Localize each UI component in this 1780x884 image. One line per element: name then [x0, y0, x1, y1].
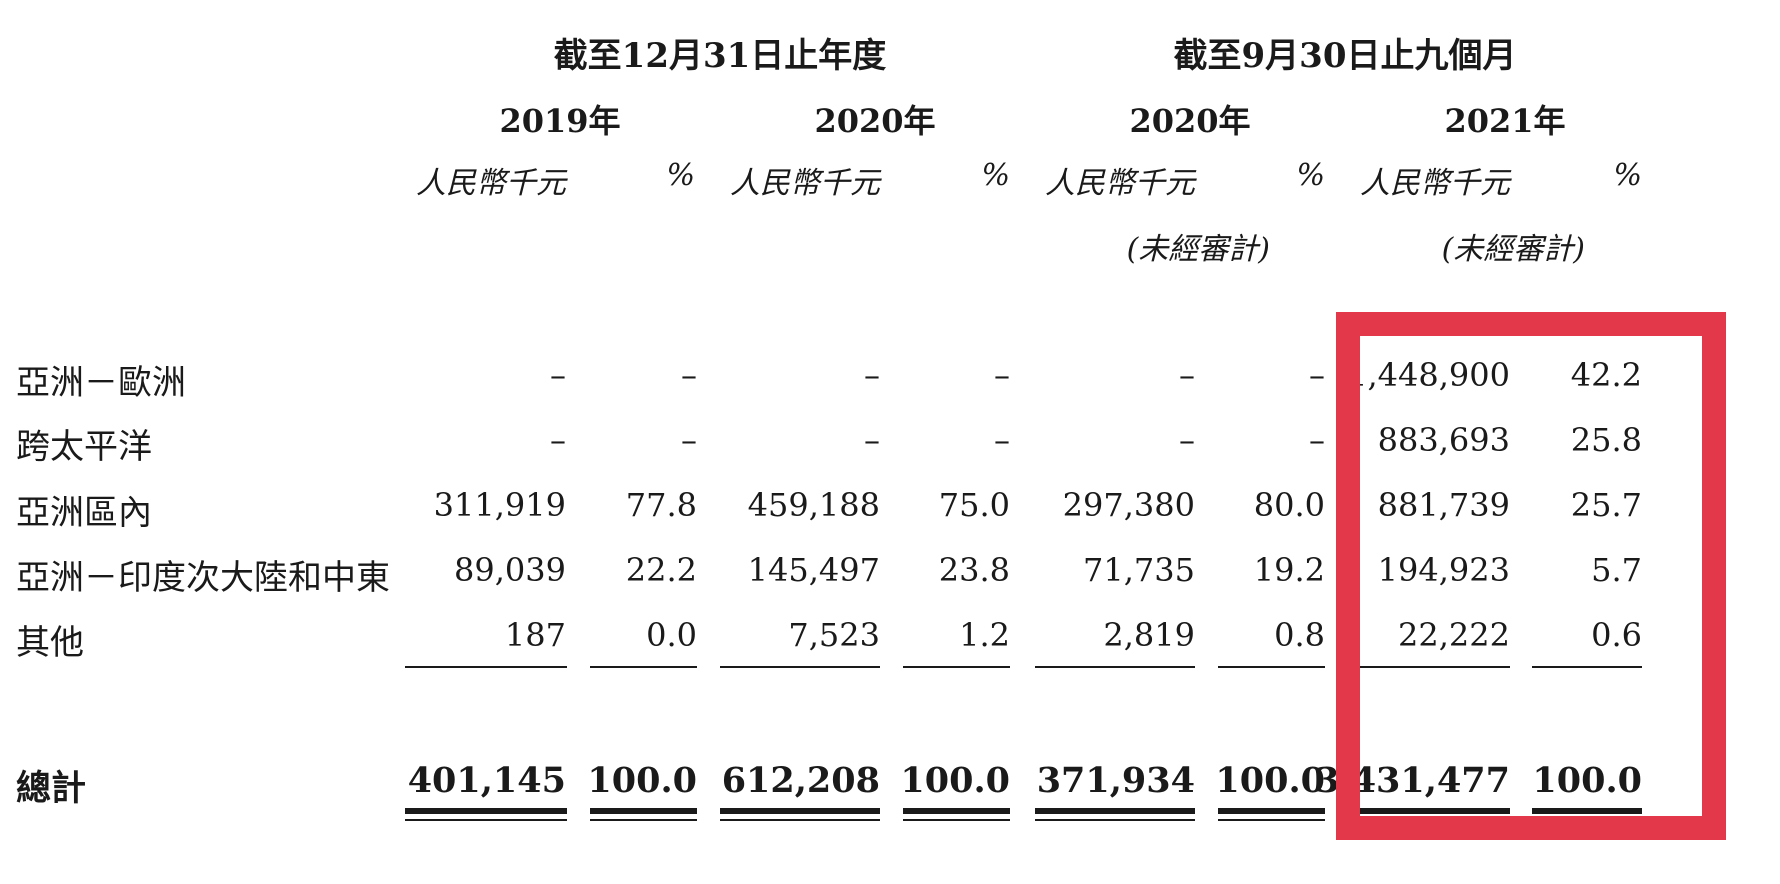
table-cell: –	[864, 356, 880, 394]
underline	[1360, 666, 1510, 668]
double-underline	[1360, 808, 1510, 814]
header-group-annual: 截至12月31日止年度	[553, 36, 887, 76]
double-underline	[590, 808, 697, 814]
table-cell: 7,523	[788, 616, 880, 654]
underline	[1218, 666, 1325, 668]
table-cell: 2,819	[1103, 616, 1195, 654]
table-cell: 22.2	[625, 551, 697, 589]
table-cell: 1.2	[959, 616, 1010, 654]
table-cell: 187	[504, 616, 566, 654]
table-cell: –	[994, 421, 1010, 459]
table-cell: –	[1309, 356, 1325, 394]
row-label-intra-asia: 亞洲區內	[16, 493, 152, 533]
underline	[405, 666, 567, 668]
table-cell: –	[1309, 421, 1325, 459]
double-underline	[720, 819, 880, 821]
table-cell: –	[550, 421, 566, 459]
double-underline	[1035, 819, 1195, 821]
pct-label-2020-annual: %	[981, 158, 1010, 193]
table-cell: 311,919	[433, 486, 566, 524]
table-cell: –	[864, 421, 880, 459]
unit-label-2021: 人民幣千元	[1360, 166, 1510, 201]
table-cell: 89,039	[454, 551, 566, 589]
double-underline	[1218, 819, 1325, 821]
unit-label-2020-nine-months: 人民幣千元	[1045, 166, 1195, 201]
total-cell: 3,431,477	[1315, 760, 1510, 801]
unit-label-2020-annual: 人民幣千元	[730, 166, 880, 201]
double-underline	[1360, 819, 1510, 821]
table-cell: 0.6	[1591, 616, 1642, 654]
table-cell: 75.0	[938, 486, 1010, 524]
table-cell: 25.7	[1570, 486, 1642, 524]
underline	[720, 666, 880, 668]
table-cell: 23.8	[938, 551, 1010, 589]
table-cell: 0.0	[646, 616, 697, 654]
year-2020-nine-months: 2020年	[1129, 102, 1251, 140]
table-cell: 25.8	[1570, 421, 1642, 459]
double-underline	[720, 808, 880, 814]
unaudited-label-2021: (未經審計)	[1441, 232, 1585, 267]
table-cell: –	[681, 356, 697, 394]
year-2020-annual: 2020年	[814, 102, 936, 140]
double-underline	[590, 819, 697, 821]
row-label-transpacific: 跨太平洋	[16, 427, 152, 467]
total-cell: 100.0	[1532, 760, 1642, 801]
table-cell: 19.2	[1253, 551, 1325, 589]
unaudited-label-2020: (未經審計)	[1126, 232, 1270, 267]
underline	[1035, 666, 1195, 668]
row-label-others: 其他	[16, 623, 84, 663]
table-cell: 80.0	[1253, 486, 1325, 524]
table-cell: 5.7	[1591, 551, 1642, 589]
underline	[1532, 666, 1642, 668]
row-label-asia-subcontinent-middle-east: 亞洲－印度次大陸和中東	[16, 558, 390, 598]
table-cell: –	[1179, 421, 1195, 459]
table-cell: 194,923	[1377, 551, 1510, 589]
table-cell: –	[681, 421, 697, 459]
total-cell: 100.0	[1215, 760, 1325, 801]
table-cell: 883,693	[1377, 421, 1510, 459]
table-cell: 42.2	[1570, 356, 1642, 394]
table-cell: 0.8	[1274, 616, 1325, 654]
table-cell: 22,222	[1398, 616, 1510, 654]
double-underline	[405, 808, 567, 814]
table-cell: –	[994, 356, 1010, 394]
year-2021: 2021年	[1444, 102, 1566, 140]
pct-label-2021: %	[1613, 158, 1642, 193]
double-underline	[1532, 819, 1642, 821]
double-underline	[1035, 808, 1195, 814]
unit-label-2019: 人民幣千元	[416, 166, 566, 201]
double-underline	[1532, 808, 1642, 814]
table-cell: 881,739	[1377, 486, 1510, 524]
pct-label-2020-nine-months: %	[1296, 158, 1325, 193]
total-cell: 100.0	[587, 760, 697, 801]
table-cell: 297,380	[1062, 486, 1195, 524]
double-underline	[1218, 808, 1325, 814]
table-cell: 459,188	[747, 486, 880, 524]
row-label-total: 總計	[16, 768, 87, 809]
table-cell: –	[1179, 356, 1195, 394]
double-underline	[903, 808, 1010, 814]
year-2019: 2019年	[499, 102, 621, 140]
table-cell: –	[550, 356, 566, 394]
double-underline	[405, 819, 567, 821]
row-label-asia-europe: 亞洲－歐洲	[16, 363, 186, 403]
table-cell: 71,735	[1083, 551, 1195, 589]
underline	[590, 666, 697, 668]
table-cell: 77.8	[625, 486, 697, 524]
total-cell: 401,145	[407, 760, 566, 801]
total-cell: 612,208	[721, 760, 880, 801]
total-cell: 371,934	[1036, 760, 1195, 801]
underline	[903, 666, 1010, 668]
total-cell: 100.0	[900, 760, 1010, 801]
header-group-nine-months: 截至9月30日止九個月	[1173, 36, 1517, 76]
table-cell: 1,448,900	[1347, 356, 1510, 394]
double-underline	[903, 819, 1010, 821]
pct-label-2019: %	[666, 158, 695, 193]
table-cell: 145,497	[747, 551, 880, 589]
